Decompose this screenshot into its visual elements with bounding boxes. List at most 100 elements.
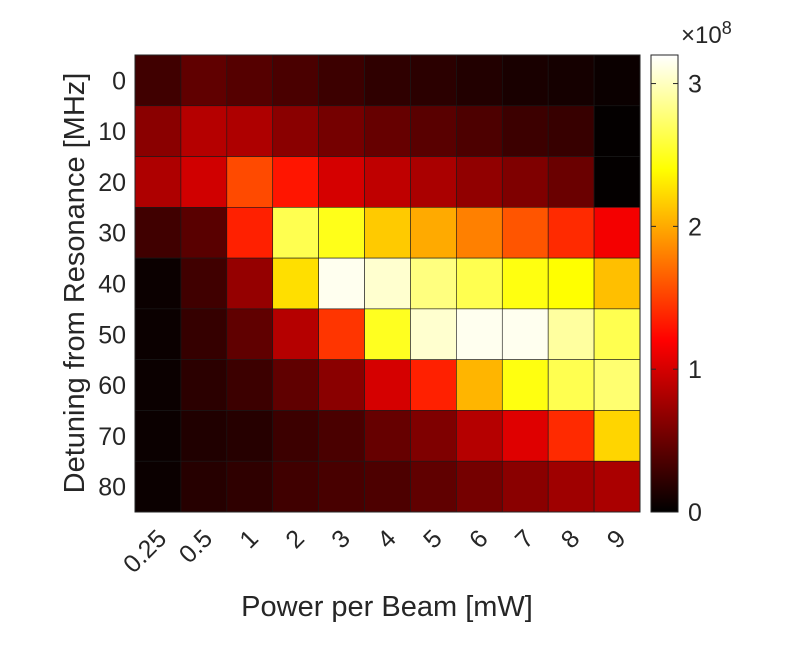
heatmap-cell	[593, 54, 641, 107]
heatmap-cell	[134, 359, 182, 411]
x-tick-label: 2	[280, 524, 310, 554]
heatmap-cell	[456, 156, 503, 208]
heatmap-cell	[134, 308, 182, 360]
y-tick-label: 60	[98, 372, 126, 400]
heatmap-cell	[410, 156, 457, 208]
heatmap-cell	[547, 308, 595, 360]
heatmap-cell	[364, 308, 411, 360]
x-tick-label: 5	[418, 524, 448, 554]
heatmap-cell	[501, 207, 549, 259]
heatmap-cell	[410, 105, 457, 157]
heatmap-cell	[226, 410, 274, 462]
heatmap-cell	[134, 54, 182, 107]
x-tick-label: 6	[464, 524, 494, 554]
heatmap-cell	[318, 359, 365, 411]
heatmap-cell	[456, 105, 503, 157]
heatmap-cell	[226, 359, 274, 411]
heatmap-cell	[410, 207, 457, 259]
heatmap-cell	[410, 359, 457, 411]
heatmap-cell	[180, 308, 228, 360]
heatmap-cell	[456, 308, 503, 360]
heatmap-cell	[456, 257, 503, 310]
heatmap-cell	[364, 359, 411, 411]
heatmap-cell	[410, 54, 457, 107]
heatmap-cell	[364, 54, 411, 107]
heatmap-cell	[272, 410, 319, 462]
heatmap-cell	[547, 156, 595, 208]
heatmap-cell	[547, 359, 595, 411]
heatmap-cell	[593, 156, 641, 208]
heatmap-cell	[547, 207, 595, 259]
heatmap-cell	[364, 460, 411, 513]
heatmap-cell	[593, 359, 641, 411]
heatmap-cell	[410, 460, 457, 513]
heatmap-cell	[134, 257, 182, 310]
heatmap-cell	[180, 54, 228, 107]
heatmap-cell	[180, 257, 228, 310]
plot-frame	[134, 54, 641, 513]
y-tick-label: 70	[98, 423, 126, 451]
heatmap-cell	[318, 460, 365, 513]
heatmap-cell	[272, 207, 319, 259]
heatmap-cell	[593, 207, 641, 259]
x-tick-label: 0.5	[174, 524, 218, 568]
heatmap-cell	[134, 410, 182, 462]
y-axis-label: Detuning from Resonance [MHz]	[59, 73, 91, 494]
y-tick-label: 80	[98, 474, 126, 502]
y-tick-label: 50	[98, 321, 126, 349]
colorbar-tick-label: 0	[688, 499, 702, 527]
heatmap-cell	[456, 460, 503, 513]
heatmap-cell	[501, 460, 549, 513]
heatmap-cell	[593, 460, 641, 513]
y-tick-label: 0	[112, 67, 126, 95]
heatmap-cell	[226, 308, 274, 360]
x-tick-label: 1	[234, 524, 264, 554]
colorbar-ticks: 0 1 2 3	[651, 71, 702, 527]
y-tick-label: 30	[98, 220, 126, 248]
x-tick-label: 7	[510, 524, 540, 554]
heatmap-cell	[456, 410, 503, 462]
heatmap-cells	[134, 54, 641, 513]
heatmap-cell	[134, 105, 182, 157]
heatmap-cell	[226, 105, 274, 157]
heatmap-cell	[501, 308, 549, 360]
heatmap-cell	[272, 156, 319, 208]
heatmap-cell	[364, 207, 411, 259]
x-axis-label: Power per Beam [mW]	[241, 591, 533, 623]
heatmap-cell	[593, 257, 641, 310]
heatmap-cell	[364, 156, 411, 208]
heatmap-cell	[456, 207, 503, 259]
heatmap-cell	[134, 207, 182, 259]
heatmap-cell	[318, 54, 365, 107]
y-tick-label: 40	[98, 271, 126, 299]
heatmap-cell	[501, 156, 549, 208]
heatmap-cell	[318, 207, 365, 259]
heatmap-cell	[547, 257, 595, 310]
heatmap-cell	[180, 105, 228, 157]
heatmap-cell	[180, 460, 228, 513]
x-tick-labels: 0.25 0.5 1 2 3 4 5 6 7 8 9	[118, 524, 631, 578]
heatmap-cell	[180, 156, 228, 208]
heatmap-cell	[547, 410, 595, 462]
colorbar-exponent: ×108	[681, 18, 732, 49]
heatmap-cell	[593, 308, 641, 360]
heatmap-cell	[272, 105, 319, 157]
heatmap-cell	[456, 359, 503, 411]
x-tick-label: 3	[326, 524, 356, 554]
heatmap-cell	[180, 410, 228, 462]
heatmap-cell	[410, 308, 457, 360]
y-tick-label: 10	[98, 118, 126, 146]
heatmap-cell	[593, 410, 641, 462]
y-tick-labels: 0 10 20 30 40 50 60 70 80	[98, 67, 126, 501]
heatmap-cell	[364, 105, 411, 157]
colorbar-exponent-power: 8	[722, 18, 732, 38]
heatmap-cell	[134, 156, 182, 208]
heatmap-cell	[226, 54, 274, 107]
colorbar-tick-label: 3	[688, 71, 702, 99]
heatmap-cell	[318, 156, 365, 208]
heatmap-cell	[272, 460, 319, 513]
heatmap-cell	[272, 308, 319, 360]
heatmap-cell	[318, 105, 365, 157]
